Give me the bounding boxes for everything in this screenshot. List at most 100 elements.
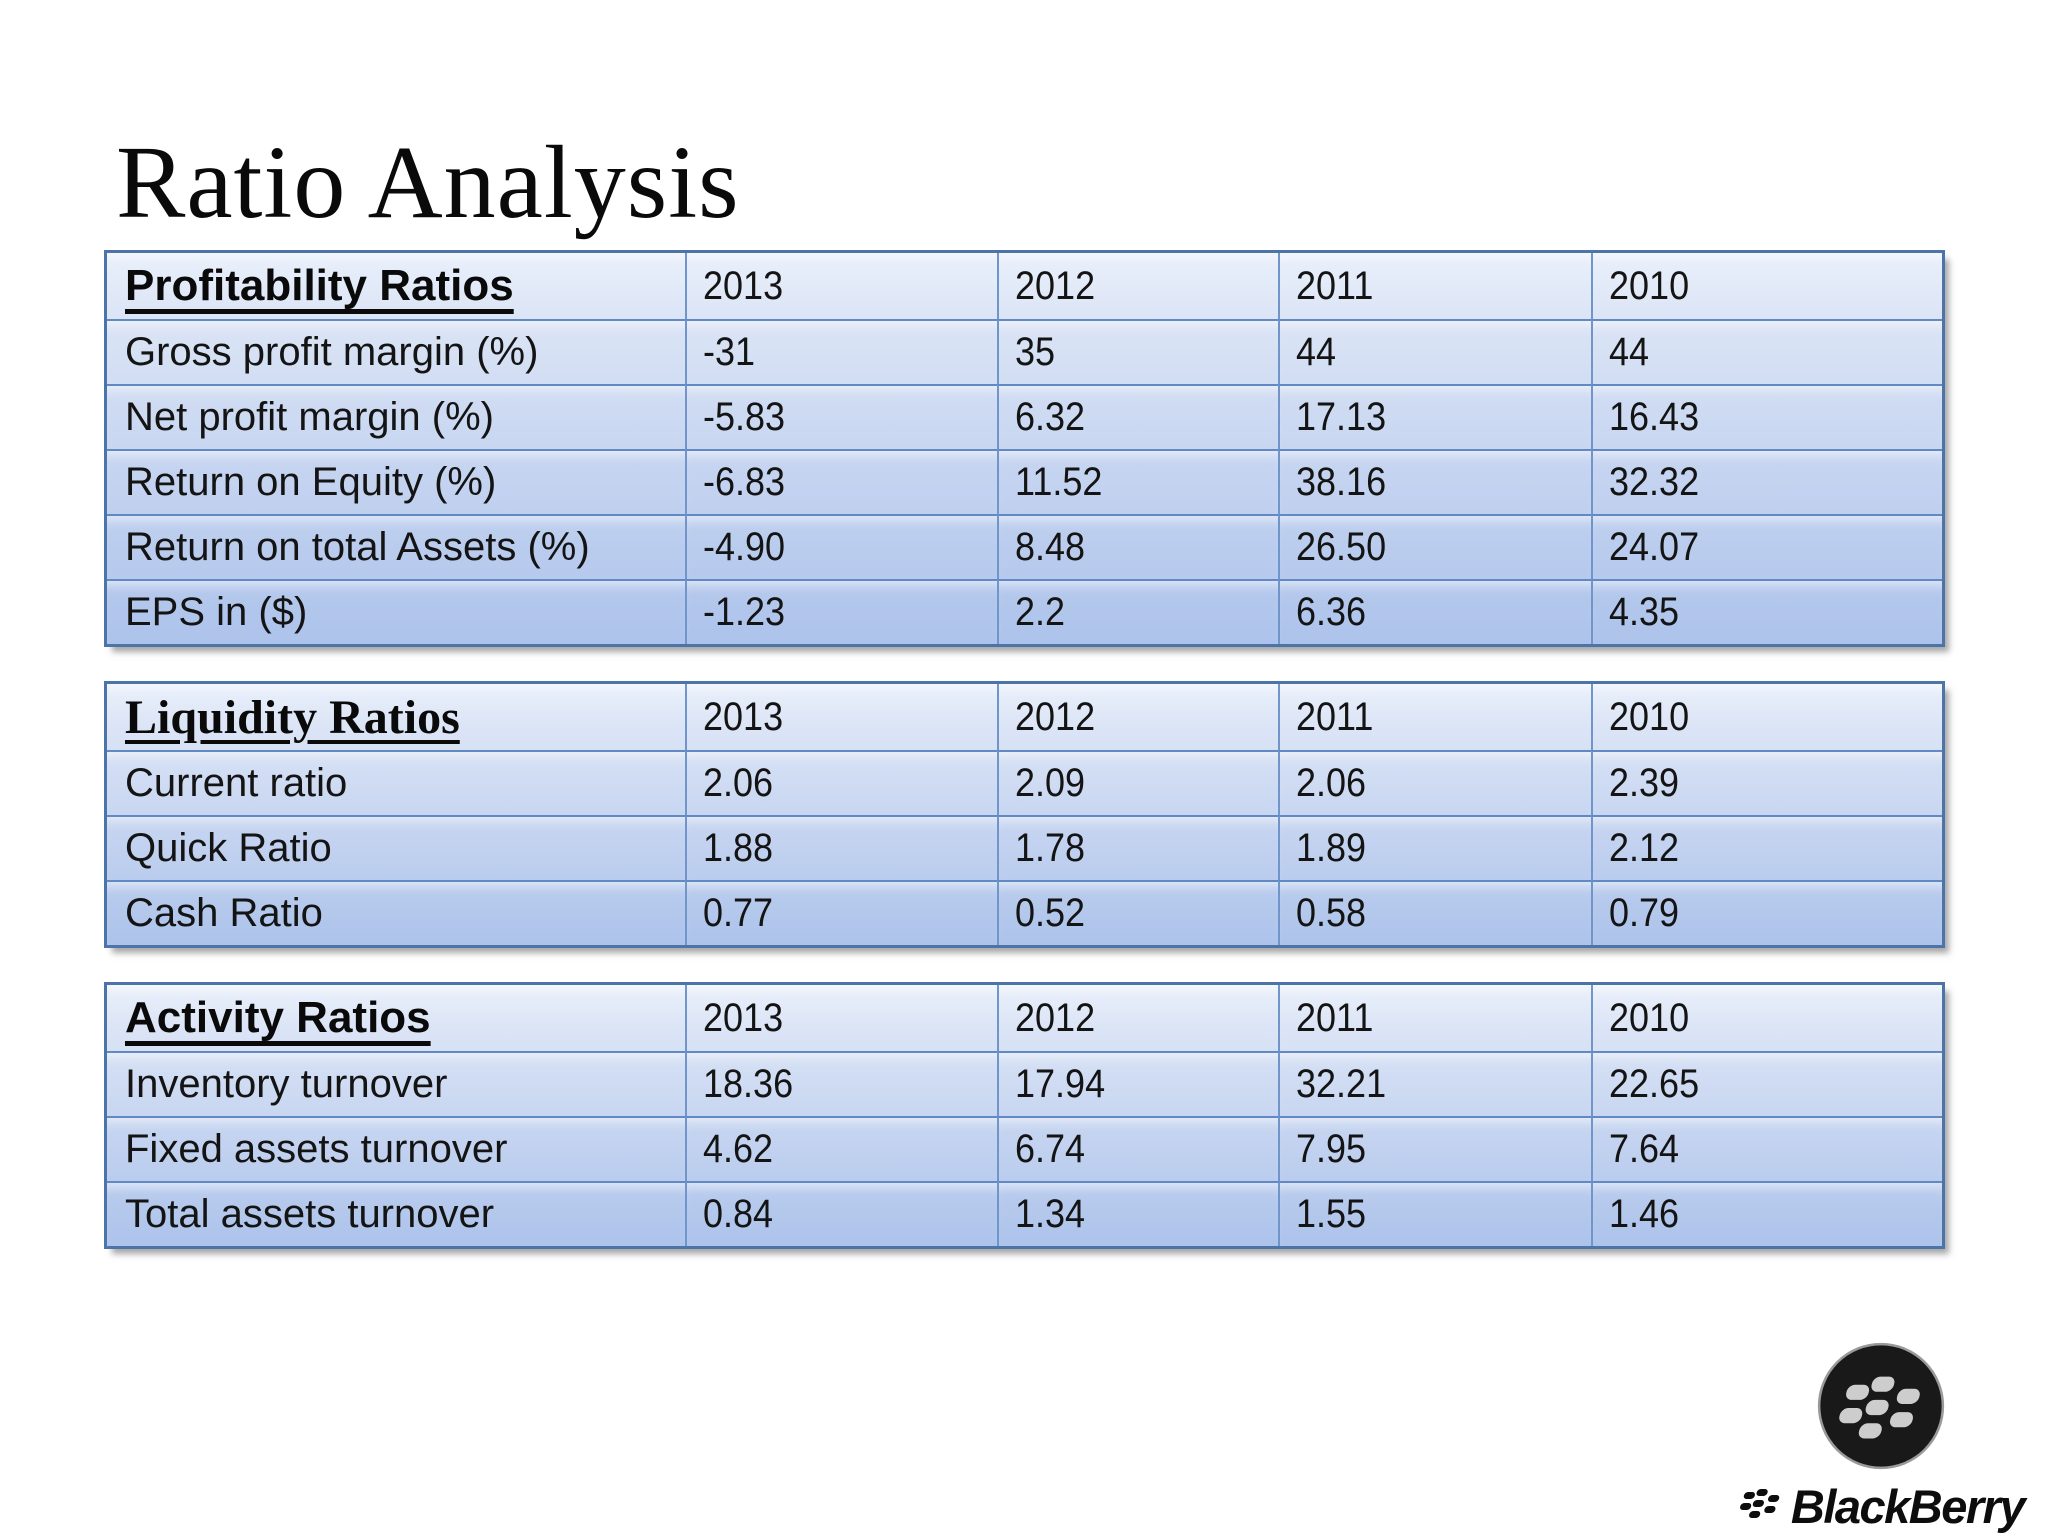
value-cell: 17.94 (996, 1051, 1278, 1116)
row-label: Total assets turnover (125, 1192, 495, 1236)
cell-value: 2.06 (1295, 761, 1366, 805)
value-cell: 16.43 (1591, 384, 1942, 449)
cell-value: 32.32 (1609, 460, 1700, 504)
cell-value: 44 (1609, 330, 1650, 374)
cell-value: -6.83 (703, 460, 786, 504)
row-label-cell: Quick Ratio (107, 815, 686, 880)
row-label-cell: Current ratio (107, 750, 686, 815)
table-row: Cash Ratio 0.77 0.52 0.58 0.79 (107, 880, 1942, 945)
value-cell: 44 (1591, 319, 1942, 384)
value-cell: 2.06 (1277, 750, 1592, 815)
table-row: Return on total Assets (%) -4.90 8.48 26.50… (107, 514, 1942, 579)
cell-value: 18.36 (703, 1062, 794, 1106)
row-label: Fixed assets turnover (125, 1127, 508, 1171)
year-header-cell: 2012 (996, 985, 1278, 1051)
row-label: Cash Ratio (125, 891, 323, 935)
year-label: 2013 (703, 263, 784, 308)
value-cell: 0.84 (685, 1181, 997, 1246)
cell-value: 1.78 (1014, 826, 1086, 870)
cell-value: 2.09 (1014, 761, 1086, 805)
table-header-row: Liquidity Ratios 2013 2012 2011 2010 (107, 684, 1942, 750)
cell-value: 7.95 (1295, 1127, 1366, 1171)
table-activity-ratios: Activity Ratios 2013 2012 2011 2010 Inventory… (104, 982, 1945, 1249)
year-header-cell: 2010 (1591, 985, 1941, 1051)
row-label: Quick Ratio (125, 826, 332, 870)
year-header-cell: 2012 (996, 684, 1278, 750)
table-header-cell: Liquidity Ratios (107, 684, 685, 750)
year-label: 2012 (1014, 263, 1096, 308)
value-cell: 1.88 (685, 815, 997, 880)
value-cell: 7.95 (1277, 1116, 1592, 1181)
value-cell: 38.16 (1277, 449, 1592, 514)
value-cell: 1.34 (996, 1181, 1278, 1246)
cell-value: -1.23 (703, 590, 786, 634)
table-header-row: Activity Ratios 2013 2012 2011 2010 (107, 985, 1942, 1051)
row-label-cell: Net profit margin (%) (107, 384, 686, 449)
cell-value: 22.65 (1609, 1062, 1700, 1106)
table-row: EPS in ($) -1.23 2.2 6.36 4.35 (107, 579, 1942, 644)
table-title: Activity Ratios (125, 993, 431, 1042)
year-label: 2012 (1014, 995, 1096, 1040)
value-cell: 0.52 (996, 880, 1278, 945)
blackberry-wordmark: BlackBerry (1738, 1479, 2026, 1534)
cell-value: 26.50 (1295, 525, 1386, 569)
cell-value: 2.06 (703, 761, 774, 805)
value-cell: 2.2 (996, 579, 1278, 644)
value-cell: 2.06 (685, 750, 997, 815)
table-row: Total assets turnover 0.84 1.34 1.55 1.46 (107, 1181, 1942, 1246)
row-label-cell: Total assets turnover (107, 1181, 686, 1246)
blackberry-circle-icon (1817, 1342, 1945, 1470)
row-label: Net profit margin (%) (125, 395, 494, 439)
table-row: Gross profit margin (%) -31 35 44 44 (107, 319, 1942, 384)
value-cell: 1.46 (1591, 1181, 1942, 1246)
table-title: Liquidity Ratios (125, 690, 460, 744)
page-title: Ratio Analysis (116, 125, 740, 240)
table-row: Fixed assets turnover 4.62 6.74 7.95 7.64 (107, 1116, 1942, 1181)
table-profitability-ratios: Profitability Ratios 2013 2012 2011 2010 Gros… (104, 250, 1945, 647)
year-label: 2012 (1014, 694, 1096, 739)
cell-value: 24.07 (1609, 525, 1700, 569)
row-label: EPS in ($) (125, 590, 308, 634)
blackberry-logo: BlackBerry (1726, 1335, 2036, 1534)
value-cell: 4.62 (685, 1116, 997, 1181)
cell-value: 0.84 (703, 1192, 774, 1236)
row-label-cell: Gross profit margin (%) (107, 319, 686, 384)
cell-value: 0.79 (1609, 891, 1680, 935)
table-header-row: Profitability Ratios 2013 2012 2011 2010 (107, 253, 1942, 319)
cell-value: 1.89 (1295, 826, 1366, 870)
year-header-cell: 2010 (1591, 684, 1941, 750)
value-cell: 6.74 (996, 1116, 1278, 1181)
row-label: Current ratio (125, 761, 348, 805)
cell-value: 44 (1295, 330, 1336, 374)
table-row: Inventory turnover 18.36 17.94 32.21 22.65 (107, 1051, 1942, 1116)
year-label: 2011 (1295, 263, 1374, 308)
value-cell: 2.09 (996, 750, 1278, 815)
table-row: Net profit margin (%) -5.83 6.32 17.13 16.43 (107, 384, 1942, 449)
blackberry-brand-text: BlackBerry (1790, 1480, 2026, 1533)
value-cell: 11.52 (996, 449, 1278, 514)
cell-value: 0.52 (1014, 891, 1086, 935)
year-header-cell: 2013 (685, 684, 997, 750)
cell-value: 7.64 (1609, 1127, 1680, 1171)
value-cell: -31 (685, 319, 997, 384)
cell-value: 2.39 (1609, 761, 1680, 805)
cell-value: -5.83 (703, 395, 786, 439)
value-cell: 0.58 (1277, 880, 1592, 945)
year-label: 2013 (703, 995, 784, 1040)
value-cell: 6.36 (1277, 579, 1592, 644)
row-label-cell: Cash Ratio (107, 880, 686, 945)
cell-value: 1.46 (1609, 1192, 1680, 1236)
cell-value: -4.90 (703, 525, 786, 569)
cell-value: 32.21 (1295, 1062, 1386, 1106)
value-cell: 6.32 (996, 384, 1278, 449)
cell-value: 2.2 (1014, 590, 1066, 634)
row-label: Return on total Assets (%) (125, 525, 590, 569)
cell-value: 2.12 (1609, 826, 1680, 870)
cell-value: 1.34 (1014, 1192, 1086, 1236)
cell-value: 6.36 (1295, 590, 1366, 634)
value-cell: 22.65 (1591, 1051, 1942, 1116)
cell-value: 8.48 (1014, 525, 1086, 569)
year-header-cell: 2011 (1277, 684, 1592, 750)
cell-value: 6.32 (1014, 395, 1086, 439)
table-row: Return on Equity (%) -6.83 11.52 38.16 32.32 (107, 449, 1942, 514)
